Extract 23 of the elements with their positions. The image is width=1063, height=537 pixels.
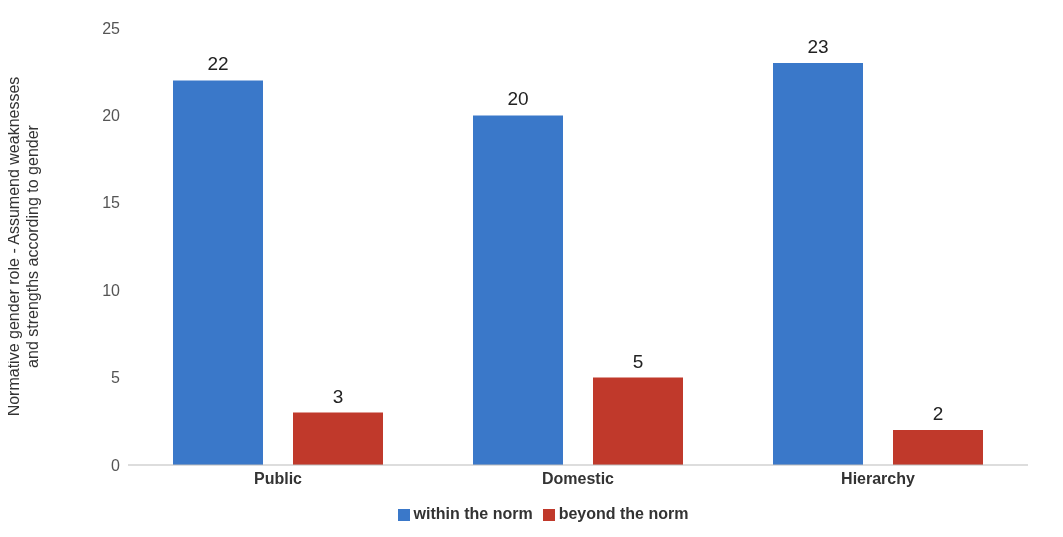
data-label: 20 <box>507 88 529 110</box>
y-tick-label: 25 <box>102 19 121 37</box>
x-tick-label: Hierarchy <box>841 470 916 488</box>
data-label: 5 <box>632 350 644 372</box>
legend-label: beyond the norm <box>558 505 689 522</box>
y-tick-label: 10 <box>102 281 121 299</box>
data-label: 22 <box>207 53 229 75</box>
legend-label: within the norm <box>413 505 533 522</box>
y-tick-label: 0 <box>111 456 121 474</box>
bar <box>293 412 383 465</box>
bar <box>173 80 263 465</box>
data-label: 3 <box>332 385 344 407</box>
bar <box>893 430 983 465</box>
y-tick-label: 20 <box>102 107 121 125</box>
y-tick-label: 15 <box>102 194 121 212</box>
bar <box>773 62 863 465</box>
data-label: 23 <box>807 35 829 57</box>
bar <box>593 377 683 465</box>
x-tick-label: Public <box>253 470 303 488</box>
x-tick-label: Domestic <box>541 470 615 488</box>
y-tick-label: 5 <box>111 369 121 387</box>
data-label: 2 <box>932 403 944 425</box>
bar <box>473 115 563 465</box>
